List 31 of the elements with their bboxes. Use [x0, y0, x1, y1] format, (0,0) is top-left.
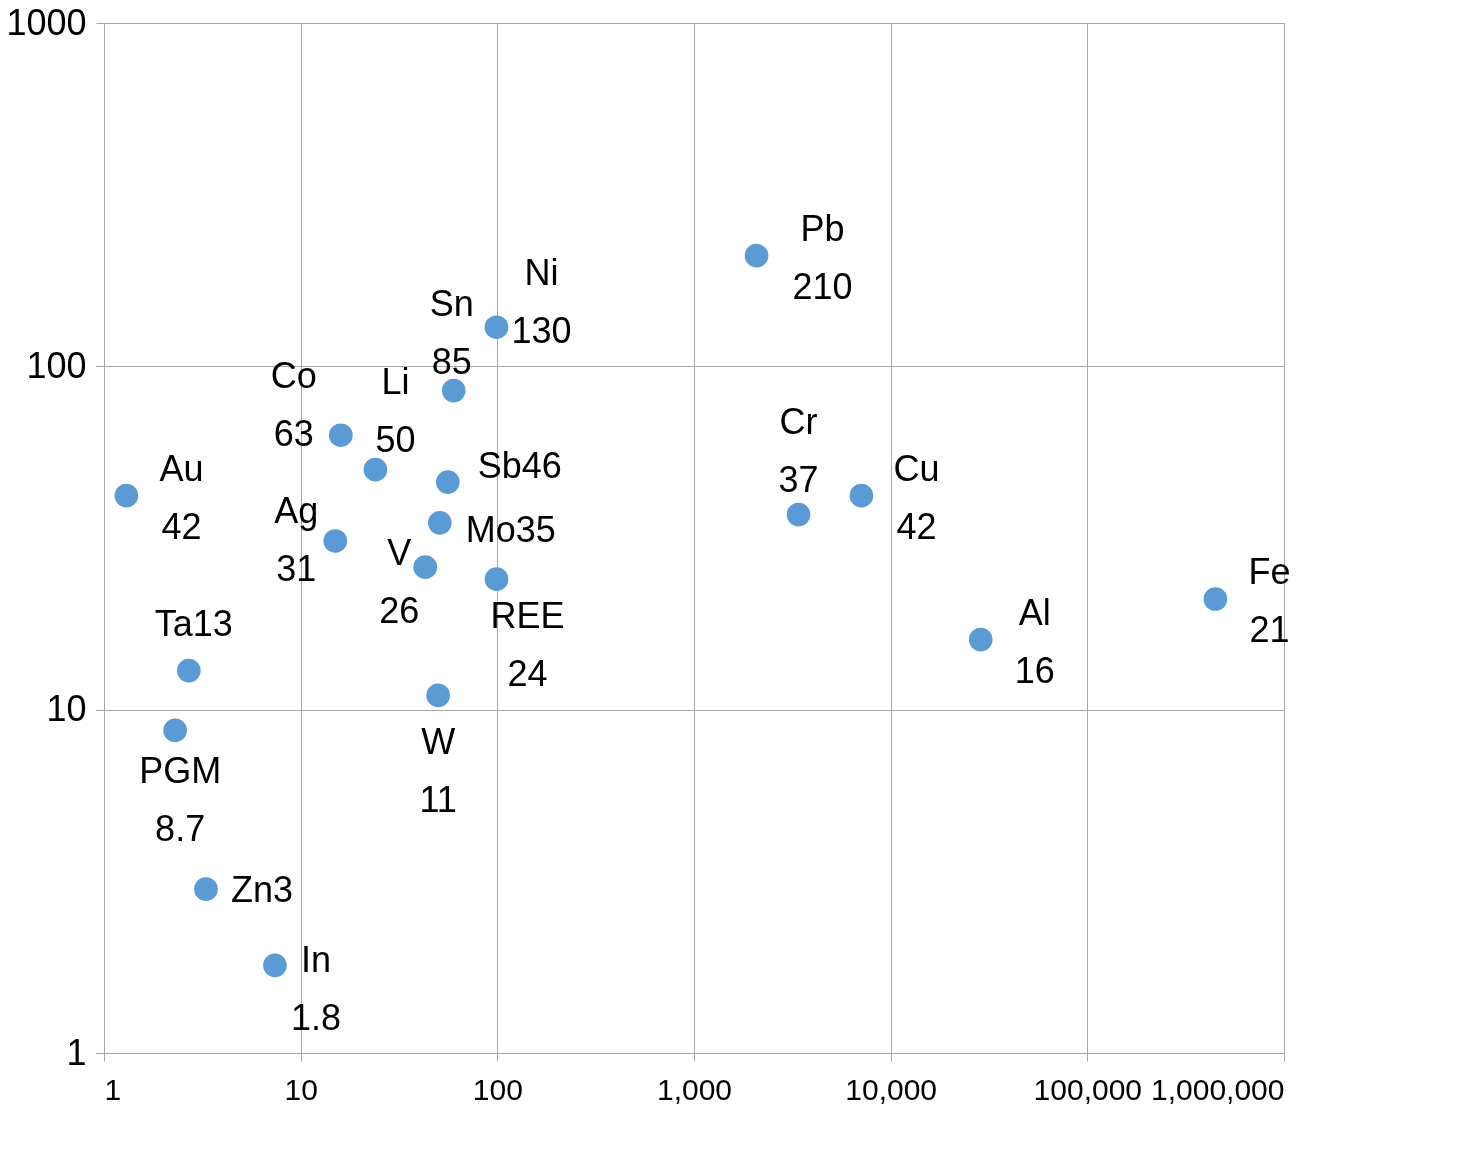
data-label: Pb 210 — [792, 207, 853, 307]
data-label: Fe 21 — [1248, 551, 1291, 651]
data-label: Ag 31 — [274, 489, 319, 589]
y-tick-label: 100 — [26, 344, 87, 386]
data-label: V 26 — [379, 532, 420, 632]
y-tick-label: 1 — [66, 1031, 87, 1073]
data-label: PGM 8.7 — [139, 750, 222, 850]
y-tick-label: 1000 — [6, 1, 87, 43]
data-label: Sb46 — [477, 445, 562, 487]
data-label: Ta13 — [154, 602, 233, 644]
data-label: Sn 85 — [429, 282, 474, 382]
x-tick-label: 100 — [472, 1072, 523, 1106]
x-tick-label: 10 — [284, 1072, 318, 1106]
data-label: Mo35 — [465, 508, 556, 550]
data-label: Ni 130 — [511, 252, 572, 352]
y-tick-label: 10 — [46, 688, 87, 730]
data-label: Au 42 — [159, 447, 204, 547]
data-label: Co 63 — [270, 355, 317, 455]
data-label: Cu 42 — [893, 447, 940, 547]
x-tick-label: 1,000 — [656, 1072, 733, 1106]
data-label: Zn3 — [230, 869, 293, 911]
data-label: REE 24 — [490, 595, 565, 695]
data-label: Cr 37 — [778, 400, 819, 500]
x-tick-label: 100,000 — [1033, 1072, 1143, 1106]
data-label: Al 16 — [1014, 591, 1055, 691]
x-tick-label: 1 — [104, 1072, 122, 1106]
x-tick-label: 10,000 — [845, 1072, 938, 1106]
data-label: In 1.8 — [290, 939, 341, 1039]
data-label: W 11 — [419, 721, 457, 821]
data-label: Li 50 — [375, 360, 416, 460]
x-tick-label: 1,000,000 — [1151, 1072, 1285, 1106]
